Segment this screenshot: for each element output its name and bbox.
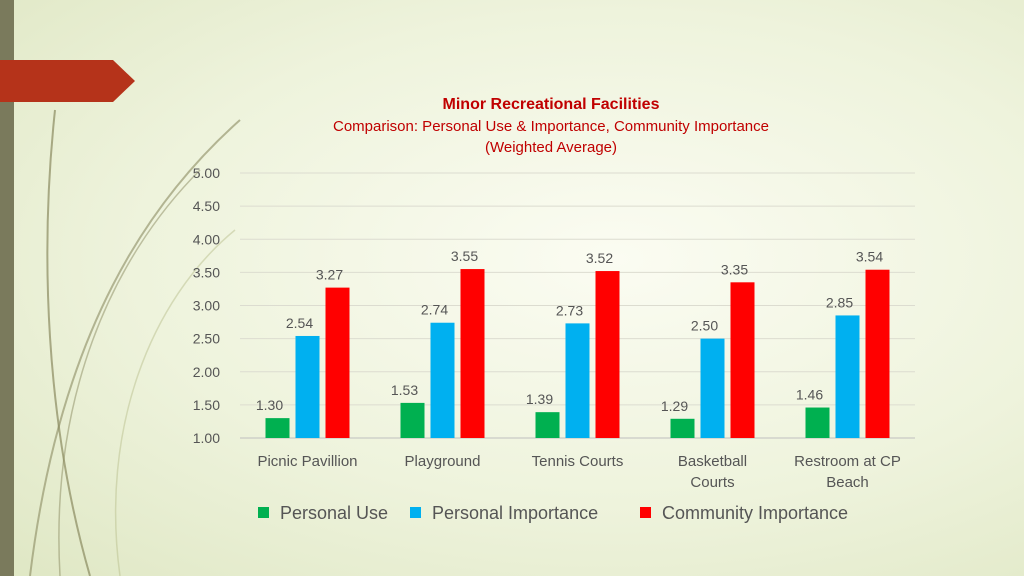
bar xyxy=(295,335,320,438)
data-label: 2.73 xyxy=(556,302,583,318)
data-label: 1.39 xyxy=(526,391,553,407)
bar xyxy=(430,322,455,438)
y-tick-label: 1.00 xyxy=(193,430,220,446)
y-tick-label: 1.50 xyxy=(193,397,220,413)
bars xyxy=(265,269,890,438)
decorative-swoosh xyxy=(29,109,241,576)
data-label: 1.30 xyxy=(256,397,283,413)
bar xyxy=(400,402,425,438)
bar xyxy=(835,315,860,438)
slide-accent-tab xyxy=(0,60,135,102)
bar xyxy=(535,412,560,438)
data-label: 3.35 xyxy=(721,261,748,277)
chart-subtitle-line-1: Comparison: Personal Use & Importance, C… xyxy=(333,118,769,135)
bar xyxy=(460,269,485,438)
left-accent-bar xyxy=(0,0,14,576)
y-tick-label: 2.00 xyxy=(193,364,220,380)
bar xyxy=(700,338,725,438)
x-axis: Picnic Pavillion Playground Tennis Courts B… xyxy=(257,453,900,491)
category-label: Picnic Pavillion xyxy=(257,453,357,470)
legend-label: Personal Use xyxy=(280,503,388,523)
legend-swatch xyxy=(258,507,269,518)
data-label: 3.55 xyxy=(451,248,478,264)
data-label: 1.29 xyxy=(661,398,688,414)
legend-swatch xyxy=(410,507,421,518)
y-tick-label: 4.00 xyxy=(193,231,220,247)
legend: Personal Use Personal Importance Community… xyxy=(258,503,848,523)
legend-label: Personal Importance xyxy=(432,503,598,523)
bar xyxy=(595,271,620,438)
data-label: 1.46 xyxy=(796,387,823,403)
data-label: 3.52 xyxy=(586,250,613,266)
category-label: Beach xyxy=(826,474,869,491)
data-label: 2.85 xyxy=(826,294,853,310)
chart-title: Minor Recreational Facilities xyxy=(443,96,660,113)
y-tick-label: 5.00 xyxy=(193,165,220,181)
data-label: 2.54 xyxy=(286,315,313,331)
data-label: 2.50 xyxy=(691,318,718,334)
bar xyxy=(805,407,830,438)
legend-swatch xyxy=(640,507,651,518)
bar xyxy=(325,287,350,438)
data-label: 1.53 xyxy=(391,382,418,398)
bar xyxy=(565,323,590,438)
bar xyxy=(730,282,755,438)
category-label: Courts xyxy=(690,474,734,491)
category-label: Basketball xyxy=(678,453,747,470)
data-label: 3.27 xyxy=(316,267,343,283)
category-label: Restroom at CP xyxy=(794,453,901,470)
category-label: Playground xyxy=(405,453,481,470)
legend-label: Community Importance xyxy=(662,503,848,523)
y-tick-label: 4.50 xyxy=(193,198,220,214)
y-axis: 1.00 1.50 2.00 2.50 3.00 3.50 4.00 4.50 5.00 xyxy=(193,165,220,446)
data-labels: 1.30 2.54 3.27 1.53 2.74 3.55 1.39 2.73 3.52 1.29… xyxy=(256,248,883,414)
data-label: 3.54 xyxy=(856,249,883,265)
bar xyxy=(265,418,290,438)
bar xyxy=(670,418,695,438)
y-tick-label: 3.00 xyxy=(193,298,220,314)
y-tick-label: 2.50 xyxy=(193,331,220,347)
bar xyxy=(865,269,890,438)
category-label: Tennis Courts xyxy=(532,453,624,470)
data-label: 2.74 xyxy=(421,302,448,318)
y-tick-label: 3.50 xyxy=(193,264,220,280)
chart-subtitle-line-2: (Weighted Average) xyxy=(485,139,617,156)
